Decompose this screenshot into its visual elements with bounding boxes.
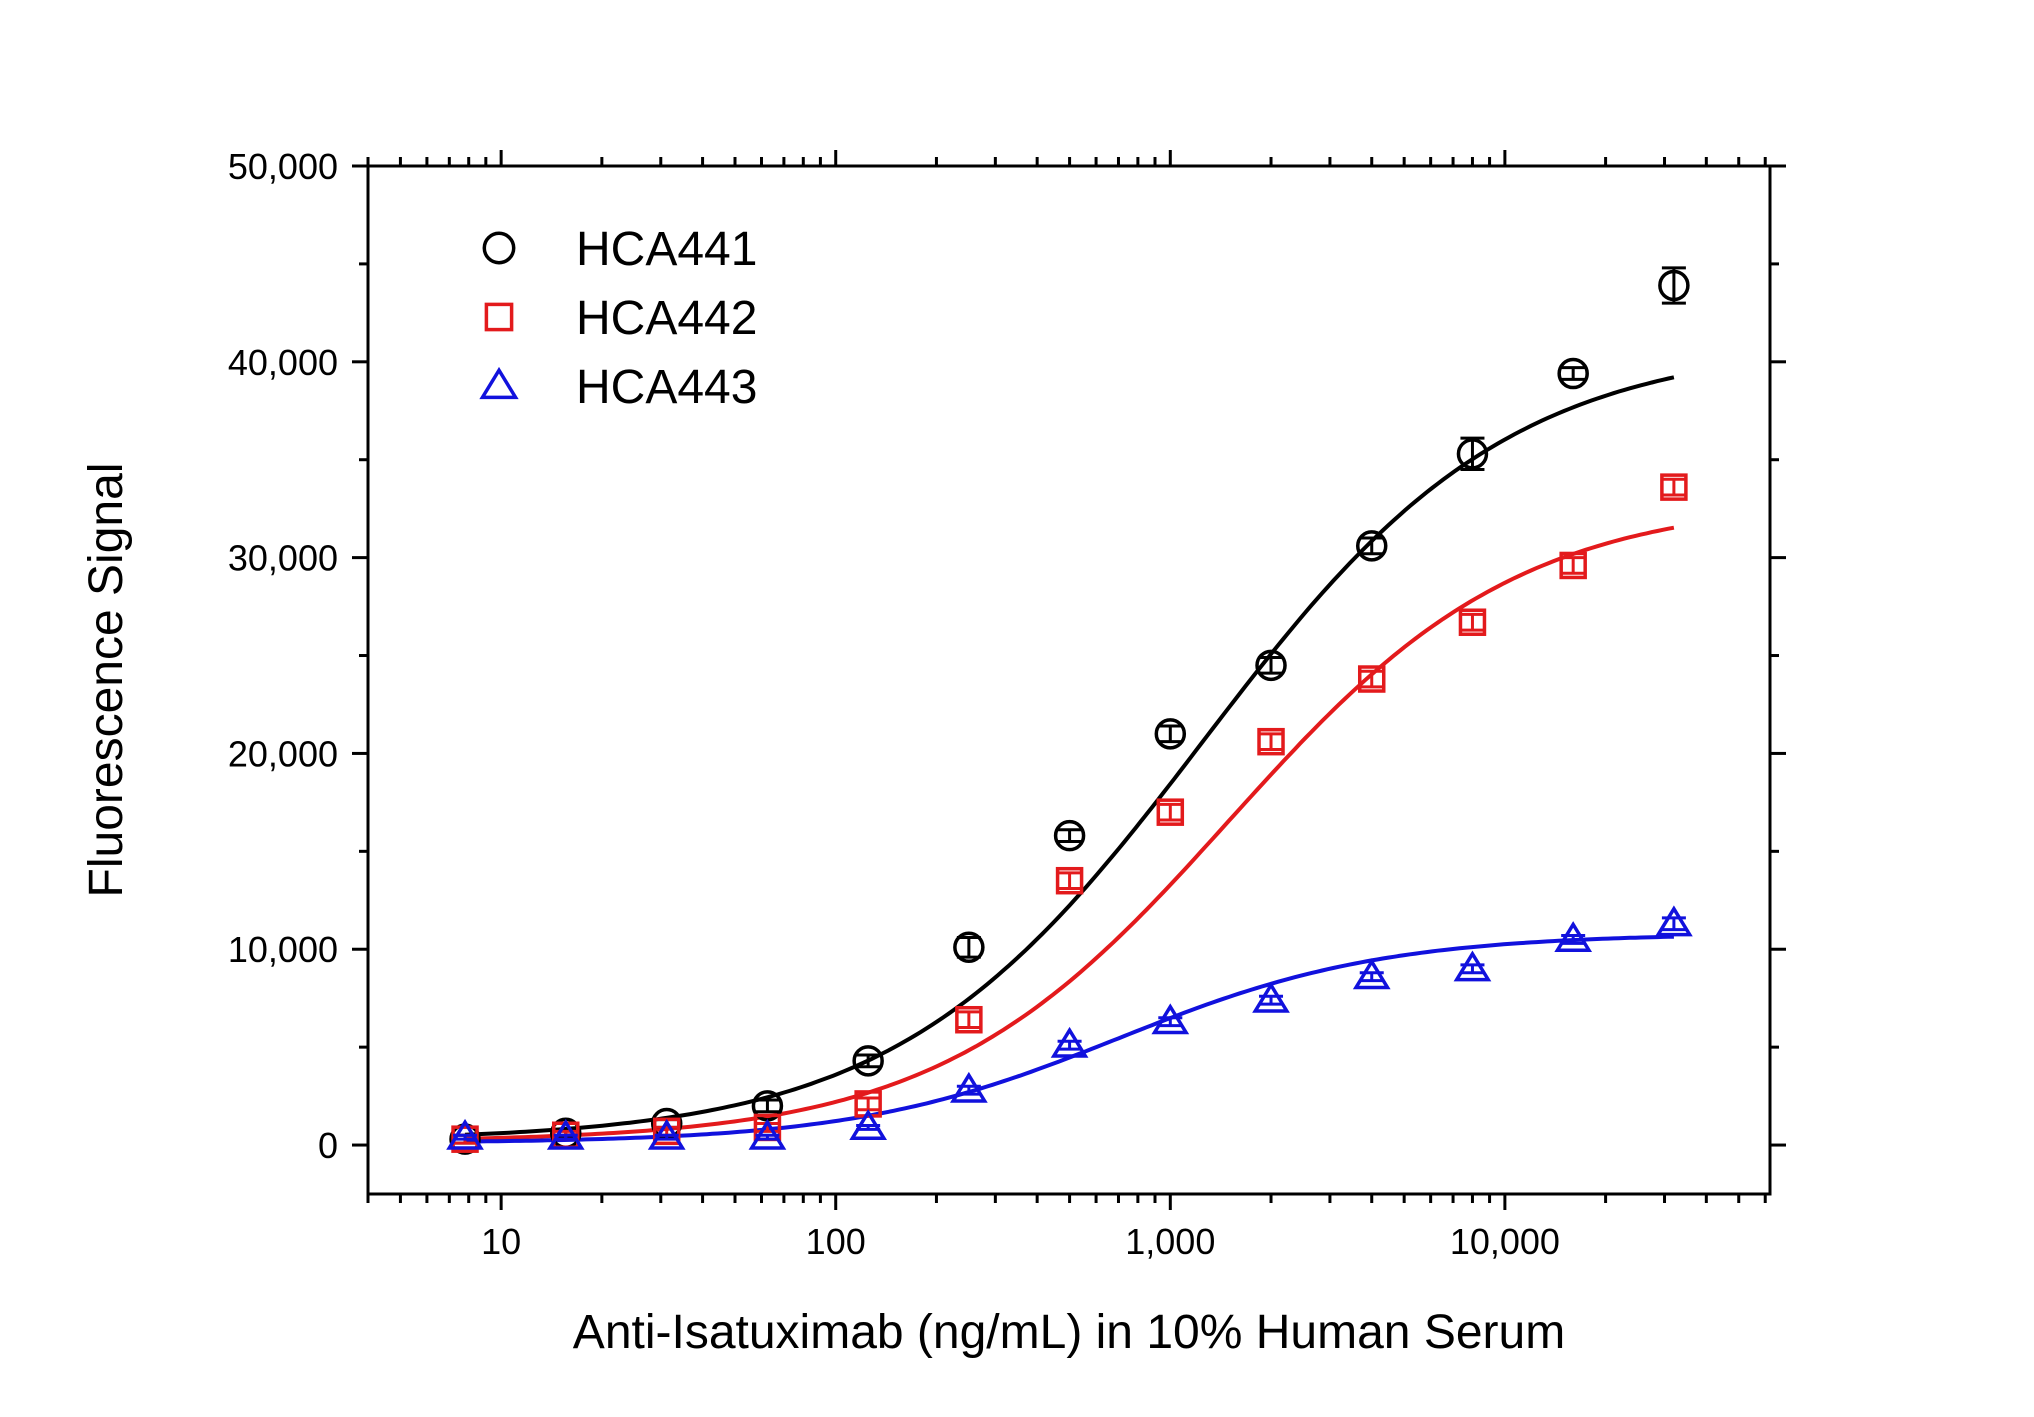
data-point-HCA441 (1053, 819, 1086, 852)
legend-marker-HCA442 (484, 302, 514, 332)
data-point-HCA443 (748, 1118, 787, 1150)
legend-label-HCA441: HCA441 (576, 223, 757, 276)
data-point-HCA441 (1154, 718, 1187, 750)
data-point-HCA442 (1660, 473, 1688, 501)
fit-curve-HCA443 (464, 934, 1674, 1144)
data-point-HCA443 (1352, 958, 1391, 990)
legend-label-HCA442: HCA442 (576, 292, 757, 345)
x-axis-title: Anti-Isatuximab (ng/mL) in 10% Human Ser… (573, 1306, 1565, 1359)
fit-curve-HCA441 (464, 375, 1675, 1137)
x-tick-label: 1,000 (1125, 1221, 1215, 1262)
data-point-HCA443 (1554, 921, 1593, 952)
data-point-HCA443 (446, 1118, 484, 1150)
data-point-HCA443 (1453, 950, 1492, 982)
data-point-HCA441 (1355, 530, 1388, 562)
x-tick-label: 10,000 (1450, 1221, 1560, 1262)
y-tick-label: 40,000 (228, 342, 338, 383)
data-point-HCA443 (647, 1118, 686, 1150)
data-point-HCA441 (953, 931, 985, 964)
axis-ticks: 0 10,000 20,000 30,000 40,000 50,000 10 100 1,00… (228, 146, 1786, 1262)
y-tick-label: 20,000 (228, 733, 338, 774)
data-point-HCA441 (1255, 649, 1287, 682)
data-point-HCA443 (1655, 905, 1693, 937)
data-point-HCA441 (852, 1045, 884, 1077)
legend-label-HCA443: HCA443 (576, 361, 757, 414)
data-point-HCA443 (546, 1118, 585, 1150)
data-points (446, 266, 1693, 1155)
x-tick-label: 100 (806, 1221, 866, 1262)
data-point-HCA442 (955, 1005, 983, 1034)
data-point-HCA443 (1252, 981, 1290, 1013)
data-point-HCA441 (1456, 438, 1489, 470)
y-tick-label: 10,000 (228, 929, 338, 970)
legend-marker-HCA441 (482, 231, 516, 265)
data-point-HCA443 (849, 1109, 888, 1140)
data-point-HCA442 (1156, 798, 1185, 826)
legend: HCA441 HCA442 HCA443 (479, 223, 757, 414)
legend-marker-HCA443 (479, 366, 519, 400)
x-tick-label: 10 (481, 1221, 521, 1262)
y-tick-label: 30,000 (228, 538, 338, 579)
data-point-HCA443 (949, 1071, 988, 1103)
data-point-HCA442 (1055, 866, 1084, 895)
data-point-HCA442 (1357, 665, 1386, 693)
data-point-HCA442 (1458, 608, 1487, 636)
y-tick-label: 0 (318, 1125, 338, 1166)
data-point-HCA441 (1658, 269, 1690, 302)
y-axis-title: Fluorescence Signal (80, 463, 133, 898)
data-point-HCA442 (1559, 551, 1587, 580)
data-point-HCA441 (1557, 357, 1589, 390)
data-point-HCA442 (1257, 727, 1285, 756)
data-point-HCA442 (854, 1090, 882, 1118)
fit-curves (464, 375, 1675, 1144)
data-point-HCA443 (1050, 1026, 1089, 1058)
y-tick-label: 50,000 (228, 146, 338, 187)
data-point-HCA443 (1151, 1003, 1190, 1035)
